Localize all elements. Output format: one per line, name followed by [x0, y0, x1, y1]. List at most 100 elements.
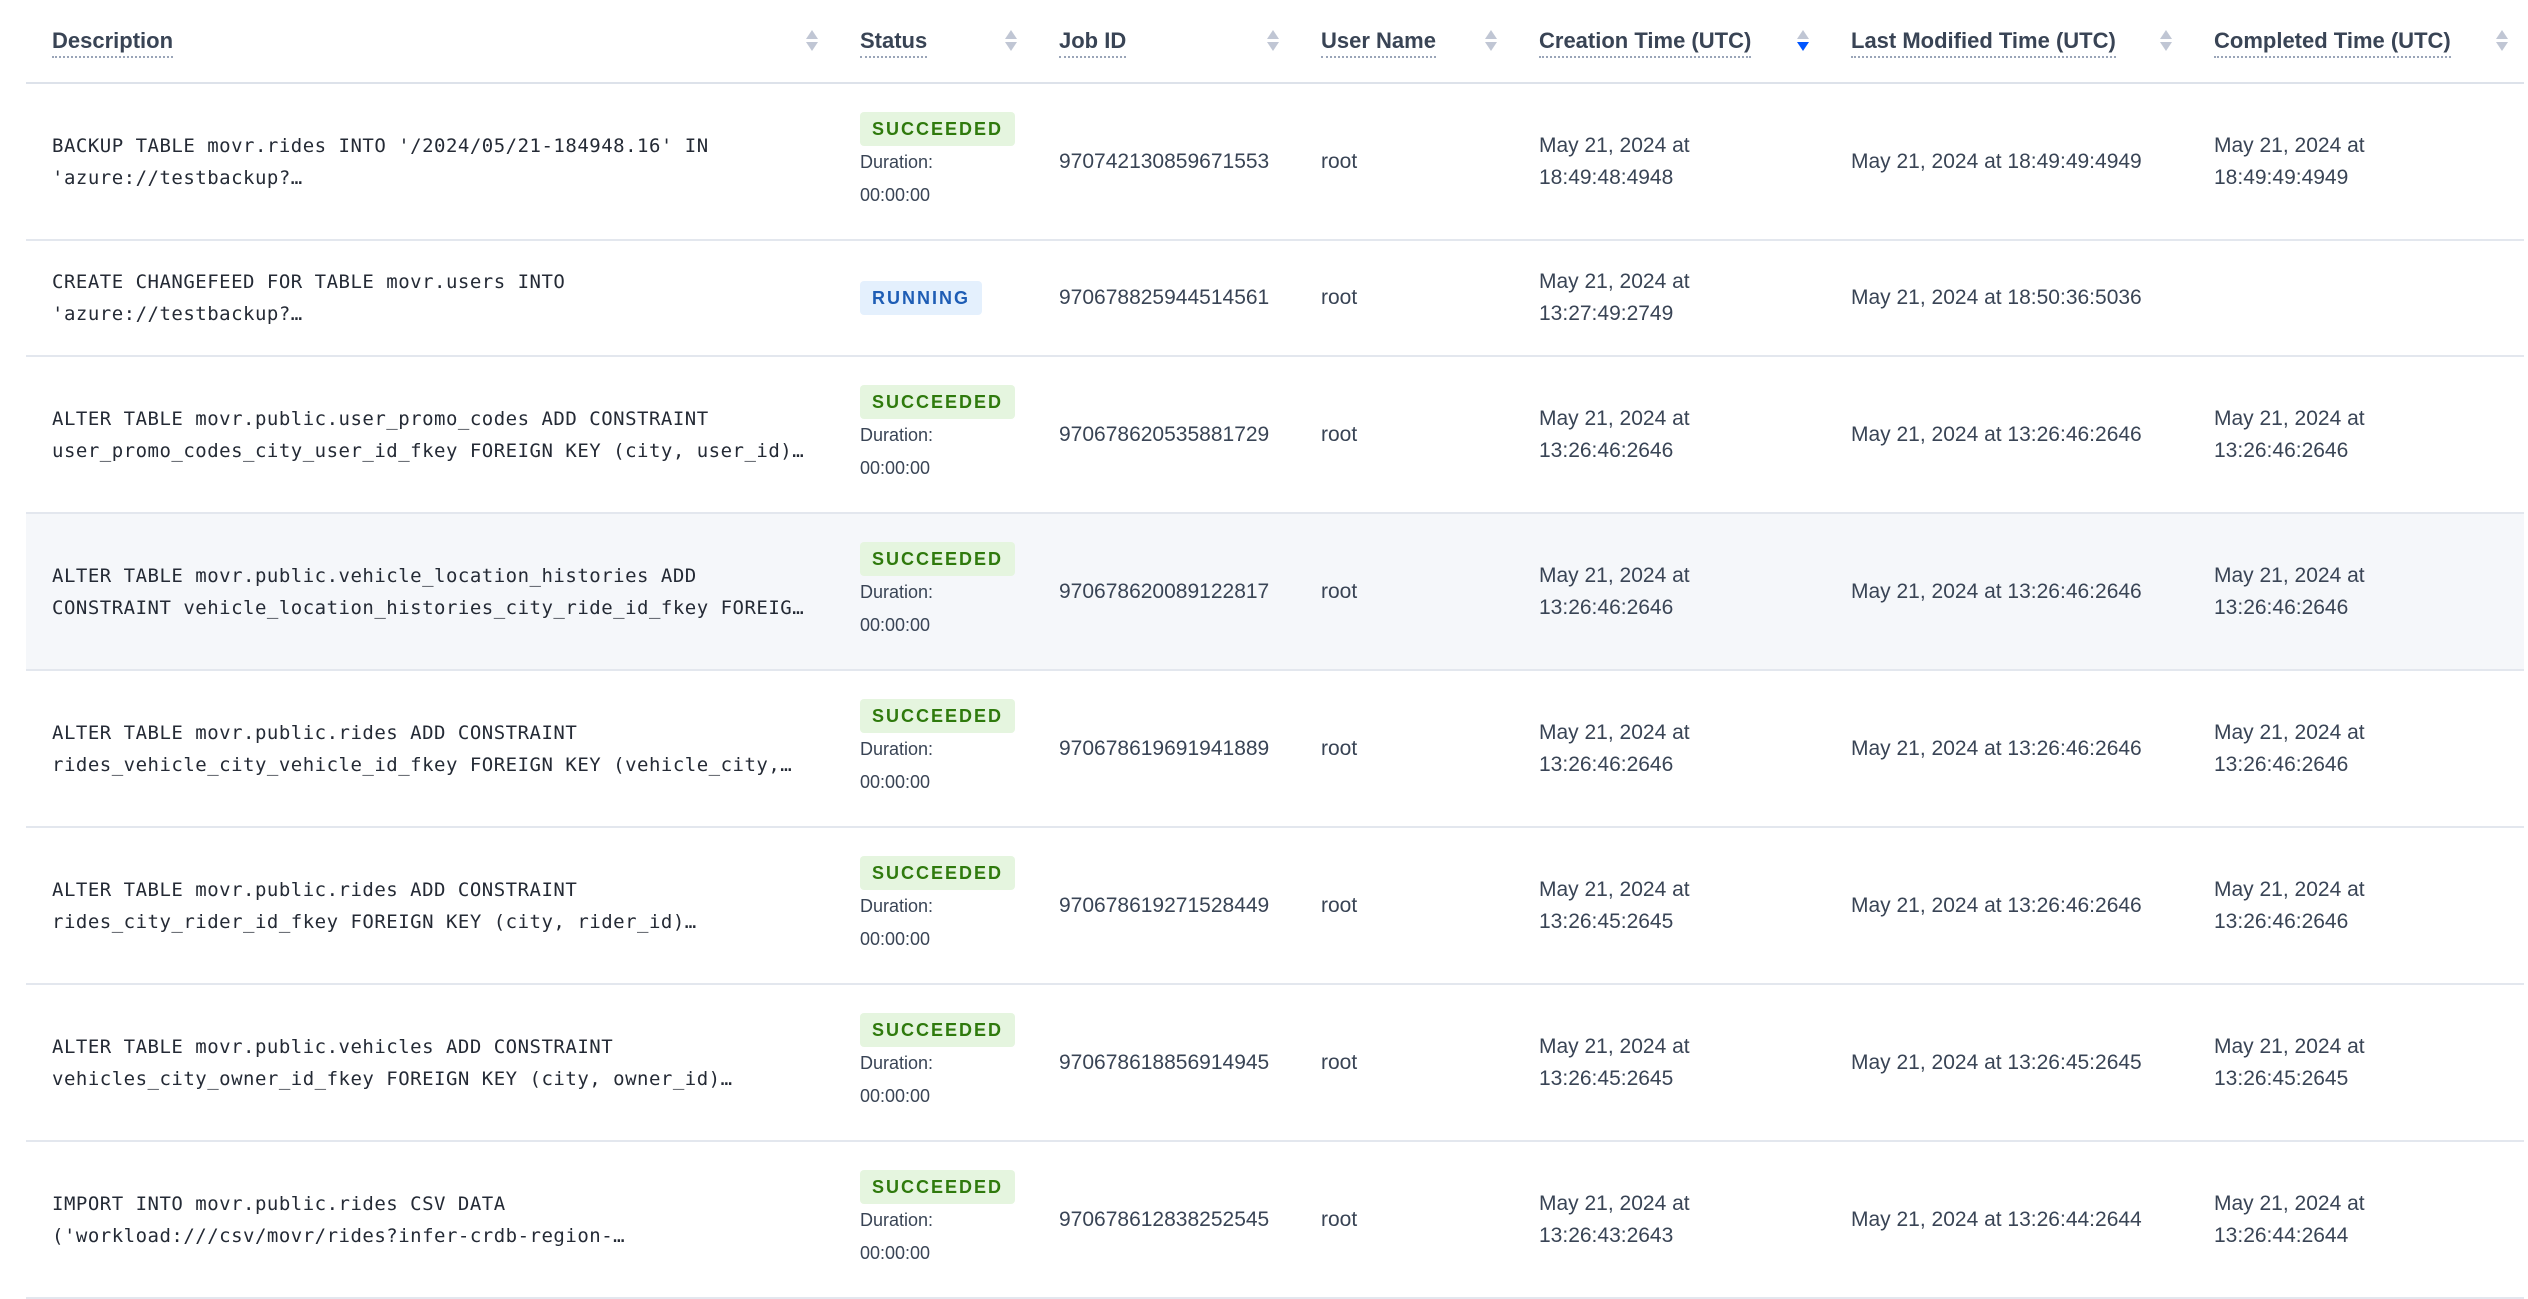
- creation-date: May 21, 2024 at: [1539, 877, 1690, 901]
- user-name-cell: root: [1295, 670, 1513, 828]
- sort-icon[interactable]: [1797, 30, 1809, 51]
- completed-time-cell: May 21, 2024 at 13:26:46:2646: [2188, 513, 2524, 671]
- last-modified-time-cell: May 21, 2024 at 13:26:45:2645: [1825, 984, 2188, 1142]
- creation-date: May 21, 2024 at: [1539, 1034, 1690, 1058]
- last-modified-time-cell: May 21, 2024 at 13:26:46:2646: [1825, 513, 2188, 671]
- creation-time: 13:26:45:2645: [1539, 1066, 1674, 1090]
- job-id-cell: 970678619691941889: [1033, 670, 1295, 828]
- user-name-cell: root: [1295, 1141, 1513, 1299]
- table-row[interactable]: BACKUP TABLE movr.rides INTO '/2024/05/2…: [26, 83, 2524, 241]
- column-header-creation-time-utc[interactable]: Creation Time (UTC): [1513, 0, 1825, 84]
- table-row[interactable]: IMPORT INTO movr.public.rides CSV DATA ('…: [26, 1141, 2524, 1299]
- description-line: ALTER TABLE movr.public.vehicles ADD CON…: [52, 1035, 614, 1058]
- duration-label: Duration:: [860, 151, 934, 172]
- creation-time: 13:26:43:2643: [1539, 1223, 1674, 1247]
- description-line: ALTER TABLE movr.public.rides ADD CONSTR…: [52, 878, 578, 901]
- duration-label: Duration:: [860, 738, 934, 759]
- sort-up-icon: [1485, 30, 1497, 39]
- completed-time: 13:26:46:2646: [2214, 909, 2349, 933]
- description-line: CONSTRAINT vehicle_location_histories_ci…: [52, 596, 805, 619]
- sort-down-icon: [1485, 42, 1497, 51]
- status-badge: SUCCEEDED: [860, 1169, 1016, 1204]
- sort-down-icon: [2160, 42, 2172, 51]
- column-header-status[interactable]: Status: [834, 0, 1033, 84]
- sort-icon[interactable]: [2160, 30, 2172, 51]
- job-id-cell: 970742130859671553: [1033, 83, 1295, 241]
- completed-time: 13:26:46:2646: [2214, 438, 2349, 462]
- table-header-row: Description Status Job ID User Name Crea…: [26, 0, 2524, 84]
- table-row[interactable]: ALTER TABLE movr.public.user_promo_codes…: [26, 356, 2524, 514]
- sort-down-icon: [806, 42, 818, 51]
- completed-date: May 21, 2024 at: [2214, 133, 2365, 157]
- completed-date: May 21, 2024 at: [2214, 877, 2365, 901]
- duration-label: Duration:: [860, 424, 934, 445]
- last-modified-time-cell: May 21, 2024 at 18:50:36:5036: [1825, 240, 2188, 357]
- creation-time: 13:26:45:2645: [1539, 909, 1674, 933]
- sort-up-icon: [2160, 30, 2172, 39]
- description-cell[interactable]: IMPORT INTO movr.public.rides CSV DATA ('…: [26, 1141, 834, 1299]
- description-cell[interactable]: ALTER TABLE movr.public.vehicles ADD CON…: [26, 984, 834, 1142]
- column-header-job-id[interactable]: Job ID: [1033, 0, 1295, 84]
- duration-value: 00:00:00: [860, 1242, 931, 1263]
- column-header-completed-time-utc[interactable]: Completed Time (UTC): [2188, 0, 2524, 84]
- sort-down-icon: [2496, 42, 2508, 51]
- description-cell[interactable]: ALTER TABLE movr.public.rides ADD CONSTR…: [26, 827, 834, 985]
- job-id-cell: 970678620535881729: [1033, 356, 1295, 514]
- sort-up-icon: [1797, 30, 1809, 39]
- table-row[interactable]: ALTER TABLE movr.public.vehicles ADD CON…: [26, 984, 2524, 1142]
- status-badge: SUCCEEDED: [860, 111, 1016, 146]
- completed-time-cell: [2188, 240, 2524, 357]
- job-id-cell: 970678825944514561: [1033, 240, 1295, 357]
- sort-icon[interactable]: [1267, 30, 1279, 51]
- creation-time: 13:26:46:2646: [1539, 752, 1674, 776]
- description-cell[interactable]: ALTER TABLE movr.public.rides ADD CONSTR…: [26, 670, 834, 828]
- last-modified-time-cell: May 21, 2024 at 13:26:46:2646: [1825, 670, 2188, 828]
- table-row[interactable]: CREATE CHANGEFEED FOR TABLE movr.users I…: [26, 240, 2524, 357]
- sort-down-icon: [1005, 42, 1017, 51]
- user-name-cell: root: [1295, 83, 1513, 241]
- user-name-cell: root: [1295, 356, 1513, 514]
- description-line: CREATE CHANGEFEED FOR TABLE movr.users I…: [52, 271, 566, 293]
- table-row[interactable]: ALTER TABLE movr.public.vehicle_location…: [26, 513, 2524, 671]
- description-line: BACKUP TABLE movr.rides INTO '/2024/05/2…: [52, 134, 709, 157]
- completed-date: May 21, 2024 at: [2214, 720, 2365, 744]
- sort-icon[interactable]: [1485, 30, 1497, 51]
- sort-up-icon: [2496, 30, 2508, 39]
- column-header-label: Creation Time (UTC): [1539, 28, 1752, 58]
- completed-time: 13:26:44:2644: [2214, 1223, 2349, 1247]
- description-cell[interactable]: BACKUP TABLE movr.rides INTO '/2024/05/2…: [26, 83, 834, 241]
- completed-time-cell: May 21, 2024 at 13:26:44:2644: [2188, 1141, 2524, 1299]
- duration-value: 00:00:00: [860, 928, 931, 949]
- user-name-cell: root: [1295, 984, 1513, 1142]
- duration-value: 00:00:00: [860, 614, 931, 635]
- creation-time: 13:26:46:2646: [1539, 438, 1674, 462]
- creation-date: May 21, 2024 at: [1539, 1191, 1690, 1215]
- sort-icon[interactable]: [1005, 30, 1017, 51]
- column-header-label: Description: [52, 28, 174, 58]
- table-row[interactable]: ALTER TABLE movr.public.rides ADD CONSTR…: [26, 670, 2524, 828]
- creation-time-cell: May 21, 2024 at 13:27:49:2749: [1513, 240, 1825, 357]
- description-cell[interactable]: ALTER TABLE movr.public.vehicle_location…: [26, 513, 834, 671]
- completed-time-cell: May 21, 2024 at 13:26:46:2646: [2188, 827, 2524, 985]
- sort-icon[interactable]: [2496, 30, 2508, 51]
- column-header-last-modified-time-utc[interactable]: Last Modified Time (UTC): [1825, 0, 2188, 84]
- description-cell[interactable]: CREATE CHANGEFEED FOR TABLE movr.users I…: [26, 240, 834, 357]
- job-id-cell: 970678612838252545: [1033, 1141, 1295, 1299]
- sort-icon[interactable]: [806, 30, 818, 51]
- completed-time: 13:26:45:2645: [2214, 1066, 2349, 1090]
- duration-label: Duration:: [860, 1209, 934, 1230]
- status-cell: SUCCEEDED Duration: 00:00:00: [834, 513, 1033, 671]
- column-header-label: Job ID: [1059, 28, 1127, 58]
- sort-up-icon: [1267, 30, 1279, 39]
- duration-label: Duration:: [860, 1052, 934, 1073]
- table-row[interactable]: ALTER TABLE movr.public.rides ADD CONSTR…: [26, 827, 2524, 985]
- column-header-description[interactable]: Description: [26, 0, 834, 84]
- creation-time: 18:49:48:4948: [1539, 165, 1674, 189]
- description-cell[interactable]: ALTER TABLE movr.public.user_promo_codes…: [26, 356, 834, 514]
- description-line: user_promo_codes_city_user_id_fkey FOREI…: [52, 439, 805, 462]
- creation-time-cell: May 21, 2024 at 13:26:46:2646: [1513, 670, 1825, 828]
- duration-value: 00:00:00: [860, 1085, 931, 1106]
- description-line: rides_vehicle_city_vehicle_id_fkey FOREI…: [52, 753, 793, 776]
- description-line: 'azure://testbackup?…: [52, 303, 303, 325]
- column-header-user-name[interactable]: User Name: [1295, 0, 1513, 84]
